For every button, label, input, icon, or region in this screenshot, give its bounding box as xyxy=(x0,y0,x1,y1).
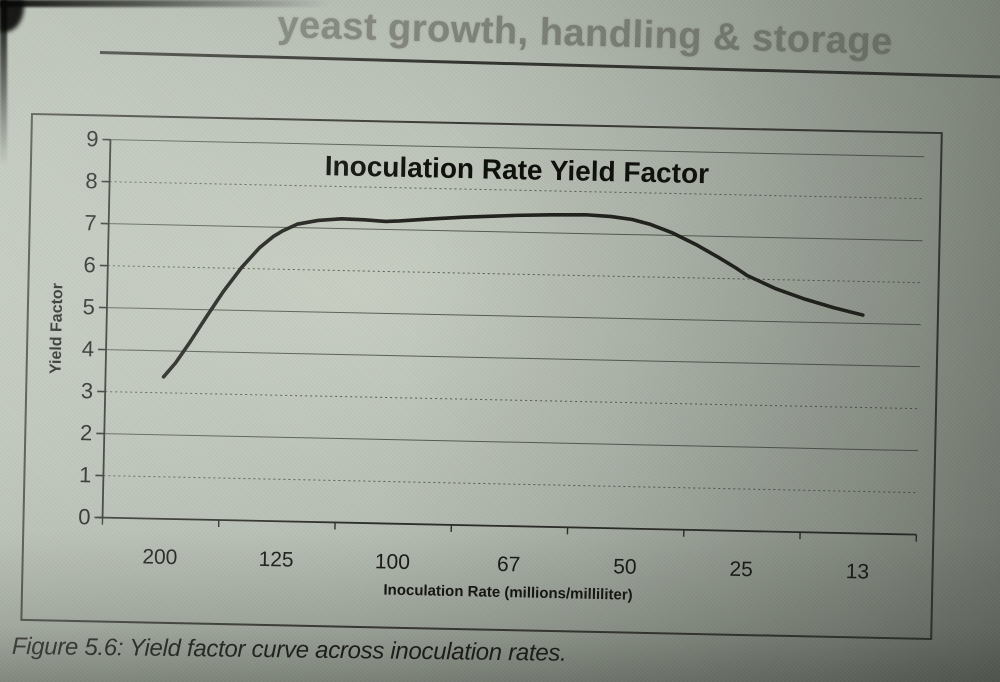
gridline-y1 xyxy=(103,475,918,494)
x-tick-label: 50 xyxy=(613,555,637,578)
x-tick-label: 67 xyxy=(497,553,521,576)
gridline-y4 xyxy=(106,349,920,368)
gridline-y5 xyxy=(106,307,921,326)
x-tick-label: 13 xyxy=(846,560,870,583)
y-tick-label: 3 xyxy=(81,378,94,403)
chart-frame: 0 1 2 3 4 5 6 7 8 9 200 125 100 67 50 25 13 Inoculation … xyxy=(20,113,943,640)
figure-caption: Figure 5.6: Yield factor curve across in… xyxy=(11,633,567,667)
y-tick-label: 2 xyxy=(80,420,93,445)
y-tick-label: 9 xyxy=(86,126,99,151)
x-tick-label: 100 xyxy=(375,550,411,574)
y-tick-label: 5 xyxy=(82,294,95,319)
y-tick-label: 1 xyxy=(79,462,92,487)
x-tick-label: 25 xyxy=(729,558,753,581)
x-tick-label: 200 xyxy=(142,545,178,569)
gridline-y7 xyxy=(108,223,923,242)
gridline-y9 xyxy=(110,139,925,158)
y-tick-label: 6 xyxy=(83,252,96,277)
gridline-y8 xyxy=(109,181,924,200)
photo-edge-left xyxy=(0,0,7,165)
gridline-y3 xyxy=(105,391,920,410)
y-axis-title: Yield Factor xyxy=(47,282,67,375)
x-axis-line xyxy=(98,516,917,536)
photo-edge-corner xyxy=(0,0,24,32)
y-tick-label: 4 xyxy=(82,336,95,361)
gridline-y2 xyxy=(104,433,919,452)
photo-edge-top xyxy=(0,0,330,7)
yield-factor-curve xyxy=(161,212,865,379)
y-tick-label: 8 xyxy=(85,168,98,193)
y-tick-label: 0 xyxy=(78,504,91,529)
gridline-y6 xyxy=(107,265,922,284)
y-axis-line xyxy=(101,139,112,518)
y-tick-label: 7 xyxy=(84,210,97,235)
x-tick-label: 125 xyxy=(258,548,294,572)
